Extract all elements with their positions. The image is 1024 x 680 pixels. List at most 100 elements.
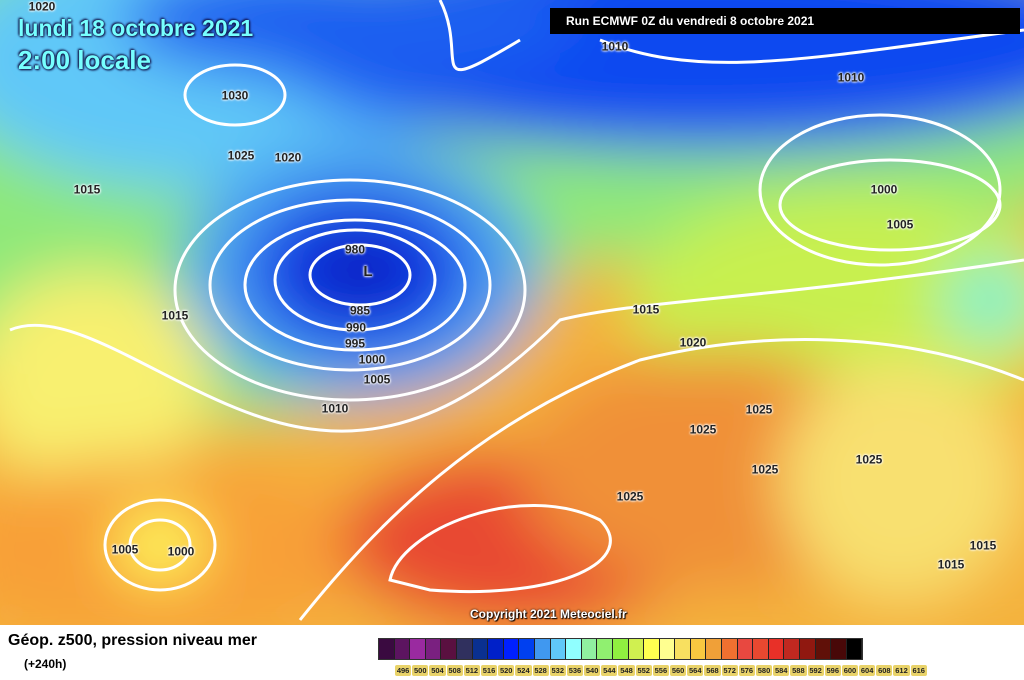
lead-time: (+240h) <box>24 657 67 671</box>
isobar-label: 1000 <box>358 352 386 367</box>
color-swatch <box>612 639 629 659</box>
color-swatch <box>425 639 442 659</box>
color-swatch <box>581 639 598 659</box>
isobar-label: 1015 <box>161 308 189 323</box>
color-swatch <box>768 639 785 659</box>
isobar-label: 995 <box>344 336 366 351</box>
scale-label: 600 <box>841 665 859 676</box>
scale-label: 512 <box>463 665 480 676</box>
color-swatch <box>534 639 551 659</box>
color-swatch <box>394 639 411 659</box>
color-swatch <box>815 639 832 659</box>
scale-label: 552 <box>635 665 652 676</box>
scale-label: 596 <box>824 665 841 676</box>
scale-label: 520 <box>498 665 515 676</box>
color-swatch <box>550 639 567 659</box>
isobar-label: 1015 <box>632 302 660 317</box>
isobar-label: 1025 <box>616 489 644 504</box>
scale-label: 560 <box>670 665 687 676</box>
scale-label: 548 <box>618 665 635 676</box>
scale-label: 532 <box>549 665 566 676</box>
isobars <box>9 0 1024 621</box>
scale-label: 504 <box>429 665 446 676</box>
isobar-label: 990 <box>345 320 367 335</box>
isobar-label: 1005 <box>363 372 391 387</box>
isobar-label: 1010 <box>837 70 865 85</box>
color-swatch <box>456 639 473 659</box>
color-scale <box>378 638 864 660</box>
scale-label: 544 <box>601 665 618 676</box>
color-swatch <box>503 639 520 659</box>
color-swatch <box>628 639 645 659</box>
color-scale-labels: 496 500 504 508 512 516 520 524 528 532 536 540 544 5… <box>395 665 928 676</box>
color-swatch <box>472 639 489 659</box>
color-swatch <box>846 639 863 659</box>
color-swatch <box>488 639 504 659</box>
isobar-label: 1020 <box>274 150 302 165</box>
isobar-label: 1010 <box>601 39 629 54</box>
low-pressure-marker: L <box>363 263 373 280</box>
color-swatch <box>784 639 801 659</box>
color-swatch <box>644 639 660 659</box>
isobar-label: 985 <box>349 303 371 318</box>
scale-label: 496 <box>395 665 412 676</box>
color-swatch <box>831 639 847 659</box>
color-swatch <box>737 639 754 659</box>
isobar-label: 1025 <box>855 452 883 467</box>
scale-label: 604 <box>859 665 876 676</box>
isobar-label: 1020 <box>679 335 707 350</box>
color-swatch <box>410 639 426 659</box>
isobar-label: 1025 <box>751 462 779 477</box>
scale-label: 612 <box>893 665 910 676</box>
scale-label: 564 <box>687 665 704 676</box>
scale-label: 592 <box>807 665 824 676</box>
scale-label: 588 <box>790 665 807 676</box>
isobar-label: 1010 <box>321 401 349 416</box>
scale-label: 516 <box>480 665 498 676</box>
weather-map: lundi 18 octobre 2021 2:00 locale Run EC… <box>0 0 1024 625</box>
isobar-label: 1000 <box>167 544 195 559</box>
map-caption: Géop. z500, pression niveau mer <box>8 632 257 649</box>
color-swatch <box>690 639 707 659</box>
copyright: Copyright 2021 Meteociel.fr <box>470 607 627 621</box>
color-swatch <box>659 639 676 659</box>
geopotential-field <box>0 0 1024 625</box>
color-swatch <box>800 639 816 659</box>
scale-label: 500 <box>412 665 429 676</box>
color-swatch <box>722 639 738 659</box>
color-swatch <box>519 639 535 659</box>
isobar-label: 1025 <box>227 148 255 163</box>
scale-label: 536 <box>566 665 584 676</box>
scale-label: 556 <box>652 665 669 676</box>
scale-label: 572 <box>721 665 738 676</box>
isobar-label: 1005 <box>111 542 139 557</box>
forecast-date: lundi 18 octobre 2021 <box>18 15 254 41</box>
color-swatch <box>566 639 582 659</box>
scale-label: 608 <box>876 665 893 676</box>
color-swatch <box>675 639 691 659</box>
forecast-time: 2:00 locale <box>18 45 151 75</box>
run-info: Run ECMWF 0Z du vendredi 8 octobre 2021 <box>550 8 1020 34</box>
scale-label: 616 <box>910 665 927 676</box>
scale-label: 576 <box>738 665 755 676</box>
color-swatch <box>441 639 457 659</box>
isobar-label: 1005 <box>886 217 914 232</box>
isobar-label: 1015 <box>937 557 965 572</box>
isobar-label: 1025 <box>689 422 717 437</box>
scale-label: 568 <box>704 665 721 676</box>
scale-label: 508 <box>446 665 463 676</box>
color-swatch <box>597 639 613 659</box>
scale-label: 528 <box>532 665 549 676</box>
color-swatch <box>706 639 723 659</box>
isobar-label: 980 <box>344 242 366 257</box>
isobar-label: 1015 <box>969 538 997 553</box>
scale-label: 540 <box>584 665 601 676</box>
color-swatch <box>753 639 769 659</box>
isobar-label: 1030 <box>221 88 249 103</box>
isobar-label: 1000 <box>870 182 898 197</box>
color-swatch <box>379 639 395 659</box>
scale-label: 584 <box>773 665 790 676</box>
isobar-label: 1015 <box>73 182 101 197</box>
isobar-label: 1025 <box>745 402 773 417</box>
scale-label: 524 <box>515 665 532 676</box>
